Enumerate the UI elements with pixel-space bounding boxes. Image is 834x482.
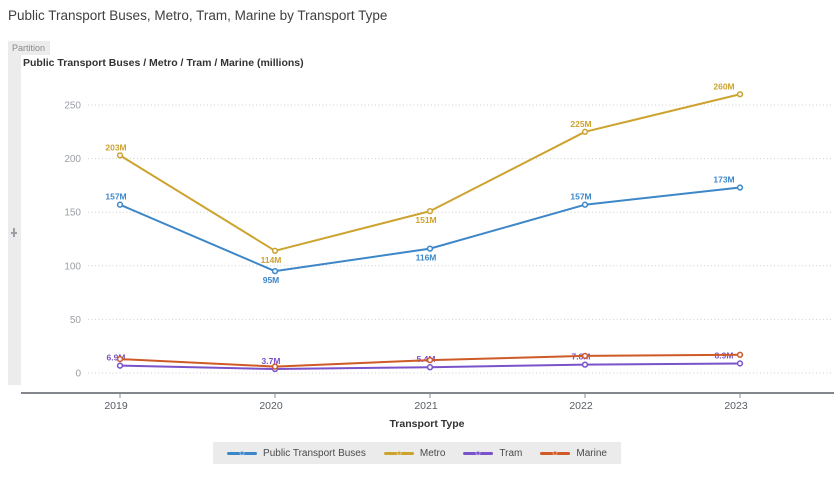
data-point[interactable]	[736, 360, 744, 367]
legend-line-swatch	[227, 450, 258, 456]
data-label: 3.7M	[262, 356, 281, 366]
data-point[interactable]	[581, 352, 589, 359]
data-point[interactable]	[271, 363, 279, 370]
x-tick-label: 2023	[724, 400, 748, 412]
data-point[interactable]	[581, 361, 589, 368]
data-point[interactable]	[426, 364, 434, 371]
x-tick-label: 2021	[414, 400, 438, 412]
data-point[interactable]	[581, 201, 589, 208]
legend-item-metro[interactable]: Metro	[383, 447, 446, 459]
legend-item-public-transport-buses[interactable]: Public Transport Buses	[227, 448, 366, 459]
partition-chip[interactable]: Partition	[8, 41, 51, 55]
data-label: 5.4M	[417, 354, 436, 364]
data-label: 157M	[570, 192, 591, 202]
data-point[interactable]	[116, 362, 124, 369]
y-tick-label: 200	[64, 154, 81, 165]
data-point[interactable]	[426, 207, 434, 215]
legend-line-swatch	[463, 450, 494, 456]
y-tick-label: 0	[75, 369, 81, 380]
data-label: 151M	[415, 215, 436, 225]
legend-marker-dot	[239, 450, 245, 456]
data-point[interactable]	[581, 128, 589, 135]
legend-item-tram[interactable]: Tram	[463, 448, 522, 459]
data-point[interactable]	[736, 184, 744, 191]
data-point[interactable]	[116, 152, 124, 159]
data-point[interactable]	[426, 356, 434, 364]
x-tick-label: 2020	[259, 400, 283, 412]
legend-marker-dot	[552, 450, 558, 456]
x-tick-label: 2022	[569, 400, 593, 412]
y-tick-label: 150	[64, 208, 81, 219]
data-label: 225M	[570, 119, 591, 129]
data-label: 6.9M	[107, 353, 126, 363]
y-tick-label: 50	[70, 315, 82, 326]
data-label: 203M	[105, 142, 126, 152]
legend-marker-dot	[396, 450, 402, 456]
data-label: 173M	[713, 175, 734, 185]
line-chart-plot[interactable]: 0 50 100 150 200 250 2019 2020 2021 2022 2023 157M 9…	[0, 0, 834, 415]
data-label: 260M	[713, 81, 734, 91]
legend-line-swatch	[383, 450, 414, 456]
data-point[interactable]	[736, 351, 744, 358]
data-point[interactable]	[116, 355, 124, 363]
data-label: 95M	[263, 275, 280, 285]
legend-marker-dot	[475, 450, 481, 456]
page-title: Public Transport Buses, Metro, Tram, Mar…	[8, 8, 388, 23]
chart-subtitle: Public Transport Buses / Metro / Tram / …	[23, 57, 304, 69]
y-tick-label: 100	[64, 261, 81, 272]
legend-label: Marine	[576, 447, 607, 459]
partition-strip	[8, 55, 21, 385]
chart-legend[interactable]: Public Transport Buses Metro Tram Marine	[213, 442, 621, 464]
y-axis-title-mark	[11, 228, 17, 237]
data-point[interactable]	[736, 91, 744, 98]
data-label: 114M	[261, 255, 282, 265]
series-line-metro[interactable]	[119, 93, 741, 252]
data-point[interactable]	[426, 245, 434, 252]
data-point[interactable]	[271, 268, 279, 275]
legend-label: Tram	[499, 447, 523, 459]
legend-label: Metro	[419, 447, 446, 459]
legend-label: Public Transport Buses	[263, 447, 366, 459]
x-tick-label: 2019	[104, 400, 128, 412]
data-label: 116M	[416, 253, 437, 263]
y-tick-label: 250	[64, 101, 81, 112]
x-axis-title: Transport Type	[389, 418, 465, 430]
data-label: 157M	[105, 192, 126, 202]
data-point[interactable]	[116, 201, 124, 208]
legend-line-swatch	[540, 450, 571, 456]
legend-item-marine[interactable]: Marine	[540, 448, 607, 459]
data-point[interactable]	[271, 247, 279, 254]
